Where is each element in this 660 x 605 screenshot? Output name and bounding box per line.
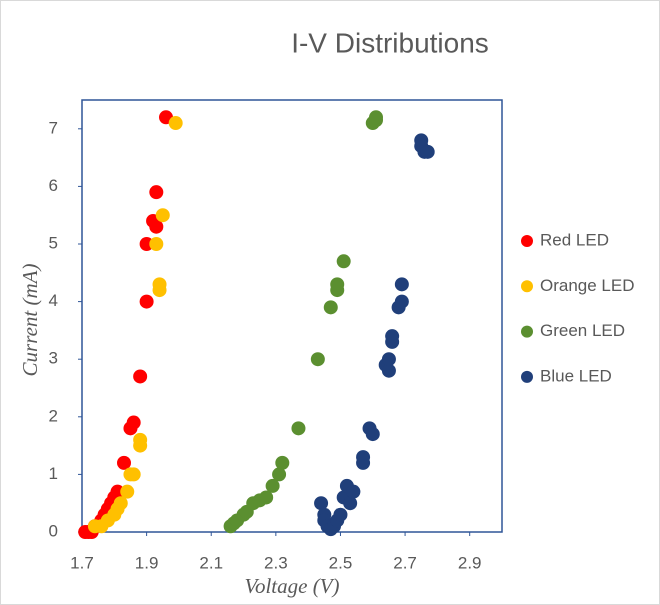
point (149, 219, 164, 234)
y-tick-label: 0 (49, 521, 58, 540)
point (330, 277, 345, 292)
point (155, 208, 170, 223)
x-tick-label: 2.3 (264, 553, 288, 572)
point (120, 484, 135, 499)
point (333, 507, 348, 522)
x-tick-label: 1.7 (70, 553, 94, 572)
point (310, 352, 325, 367)
point (394, 294, 409, 309)
legend-label: Blue LED (540, 366, 612, 385)
point (343, 496, 358, 511)
x-tick-label: 2.5 (329, 553, 353, 572)
point (356, 450, 371, 465)
point (139, 237, 154, 251)
point (314, 496, 329, 511)
chart-title: I-V Distributions (291, 27, 489, 58)
point (265, 478, 280, 493)
point (149, 185, 164, 200)
point (259, 490, 274, 505)
legend-label: Orange LED (540, 276, 635, 295)
point (323, 300, 338, 315)
y-axis-title: Current (mA) (18, 264, 42, 377)
point (365, 427, 380, 442)
point (272, 467, 287, 482)
point (275, 455, 290, 470)
legend-label: Red LED (540, 230, 609, 249)
x-tick-label: 2.7 (393, 553, 417, 572)
y-tick-label: 3 (49, 349, 58, 368)
x-axis-title: Voltage (V) (244, 574, 339, 598)
x-tick-label: 1.9 (135, 553, 159, 572)
point (381, 363, 396, 378)
point (369, 110, 383, 125)
point (139, 294, 154, 309)
point (126, 415, 141, 430)
point (394, 277, 409, 292)
point (133, 432, 148, 447)
y-tick-label: 5 (49, 233, 58, 252)
point (113, 496, 128, 511)
legend-swatch (521, 325, 533, 338)
point (336, 254, 351, 269)
legend-swatch (521, 370, 533, 383)
point (381, 352, 396, 367)
point (291, 421, 306, 436)
plot-area (81, 99, 503, 533)
y-tick-label: 1 (49, 464, 58, 483)
y-tick-label: 7 (49, 118, 58, 137)
legend-swatch (521, 280, 533, 293)
legend-label: Green LED (540, 321, 625, 340)
point (414, 133, 429, 148)
x-tick-label: 2.9 (458, 553, 482, 572)
legend-swatch (521, 235, 533, 247)
point (117, 455, 131, 470)
point (133, 369, 148, 384)
y-tick-label: 6 (49, 176, 58, 195)
y-tick-label: 2 (49, 406, 58, 425)
point (346, 484, 361, 499)
point (385, 329, 400, 344)
point (168, 116, 183, 131)
point (420, 144, 435, 159)
point (152, 277, 167, 292)
y-tick-label: 4 (49, 291, 58, 310)
point (110, 484, 125, 499)
x-tick-label: 2.1 (199, 553, 223, 572)
point (126, 467, 141, 482)
point (149, 237, 164, 251)
